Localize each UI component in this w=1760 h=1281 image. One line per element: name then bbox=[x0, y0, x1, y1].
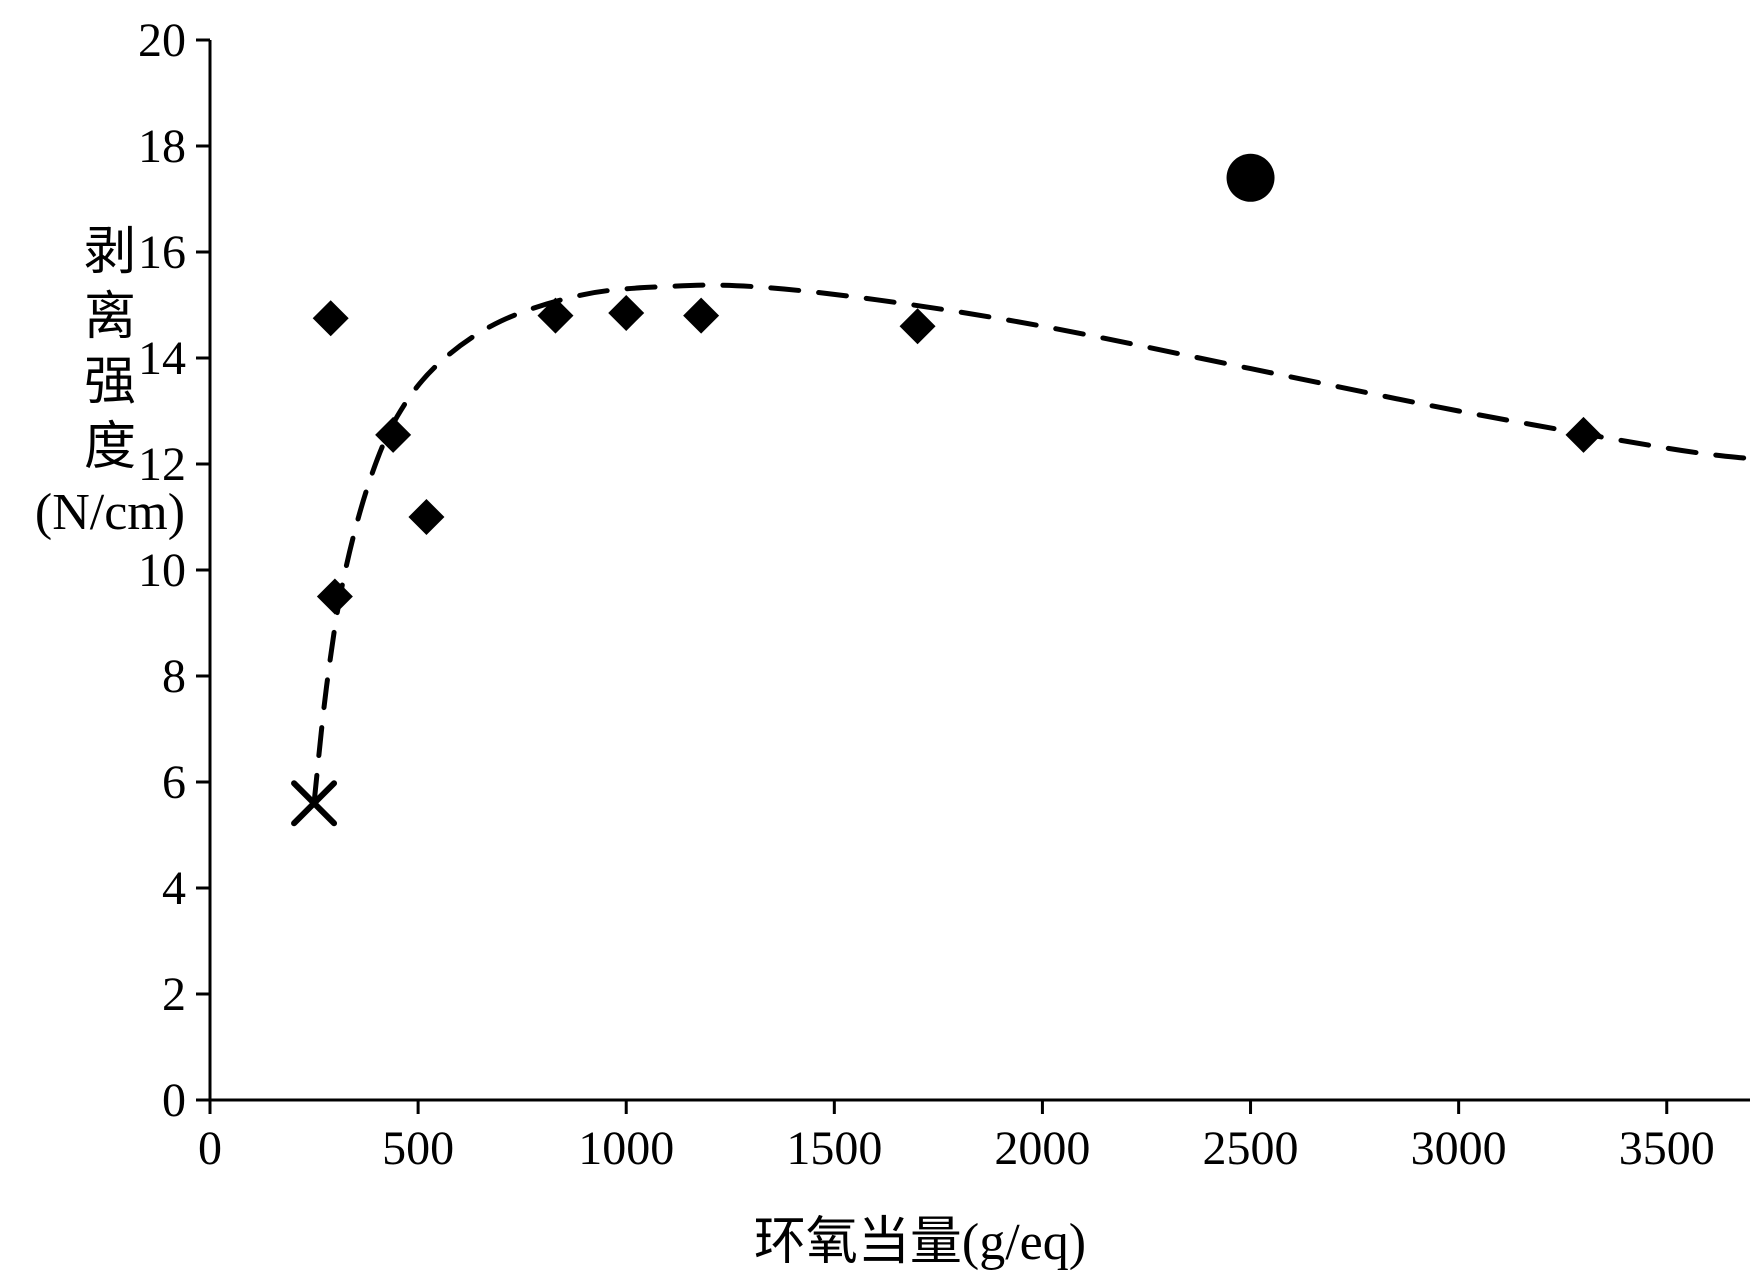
y-tick-label: 0 bbox=[162, 1074, 186, 1127]
x-axis-title: 环氧当量(g/eq) bbox=[754, 1214, 1086, 1271]
x-tick-label: 3500 bbox=[1619, 1122, 1715, 1175]
y-tick-label: 4 bbox=[162, 862, 186, 915]
y-axis-title-char: 度 bbox=[30, 415, 190, 480]
y-tick-label: 20 bbox=[138, 14, 186, 67]
y-axis-title-char: 剥 bbox=[30, 220, 190, 285]
x-tick-label: 500 bbox=[382, 1122, 454, 1175]
x-tick-label: 2000 bbox=[994, 1122, 1090, 1175]
diamond-marker bbox=[317, 579, 353, 615]
diamond-marker bbox=[900, 308, 936, 344]
x-tick-label: 1000 bbox=[578, 1122, 674, 1175]
y-tick-label: 10 bbox=[138, 544, 186, 597]
y-axis-title: 剥 离 强 度 (N/cm) bbox=[30, 220, 190, 545]
y-tick-label: 6 bbox=[162, 756, 186, 809]
diamond-marker bbox=[608, 295, 644, 331]
diamond-marker bbox=[1566, 417, 1602, 453]
y-tick-label: 2 bbox=[162, 968, 186, 1021]
x-tick-label: 0 bbox=[198, 1122, 222, 1175]
y-axis-title-char: 离 bbox=[30, 285, 190, 350]
x-tick-label: 3000 bbox=[1411, 1122, 1507, 1175]
x-tick-label: 2500 bbox=[1203, 1122, 1299, 1175]
y-axis-unit: (N/cm) bbox=[30, 480, 190, 545]
chart-svg: 0246810121416182005001000150020002500300… bbox=[0, 0, 1760, 1281]
y-tick-label: 8 bbox=[162, 650, 186, 703]
diamond-marker bbox=[683, 298, 719, 334]
circle-marker bbox=[1227, 154, 1275, 202]
trend-curve bbox=[314, 285, 1750, 803]
diamond-marker bbox=[408, 499, 444, 535]
diamond-marker bbox=[313, 300, 349, 336]
y-tick-label: 18 bbox=[138, 120, 186, 173]
chart-container: 0246810121416182005001000150020002500300… bbox=[0, 0, 1760, 1281]
x-tick-label: 1500 bbox=[786, 1122, 882, 1175]
y-axis-title-char: 强 bbox=[30, 350, 190, 415]
